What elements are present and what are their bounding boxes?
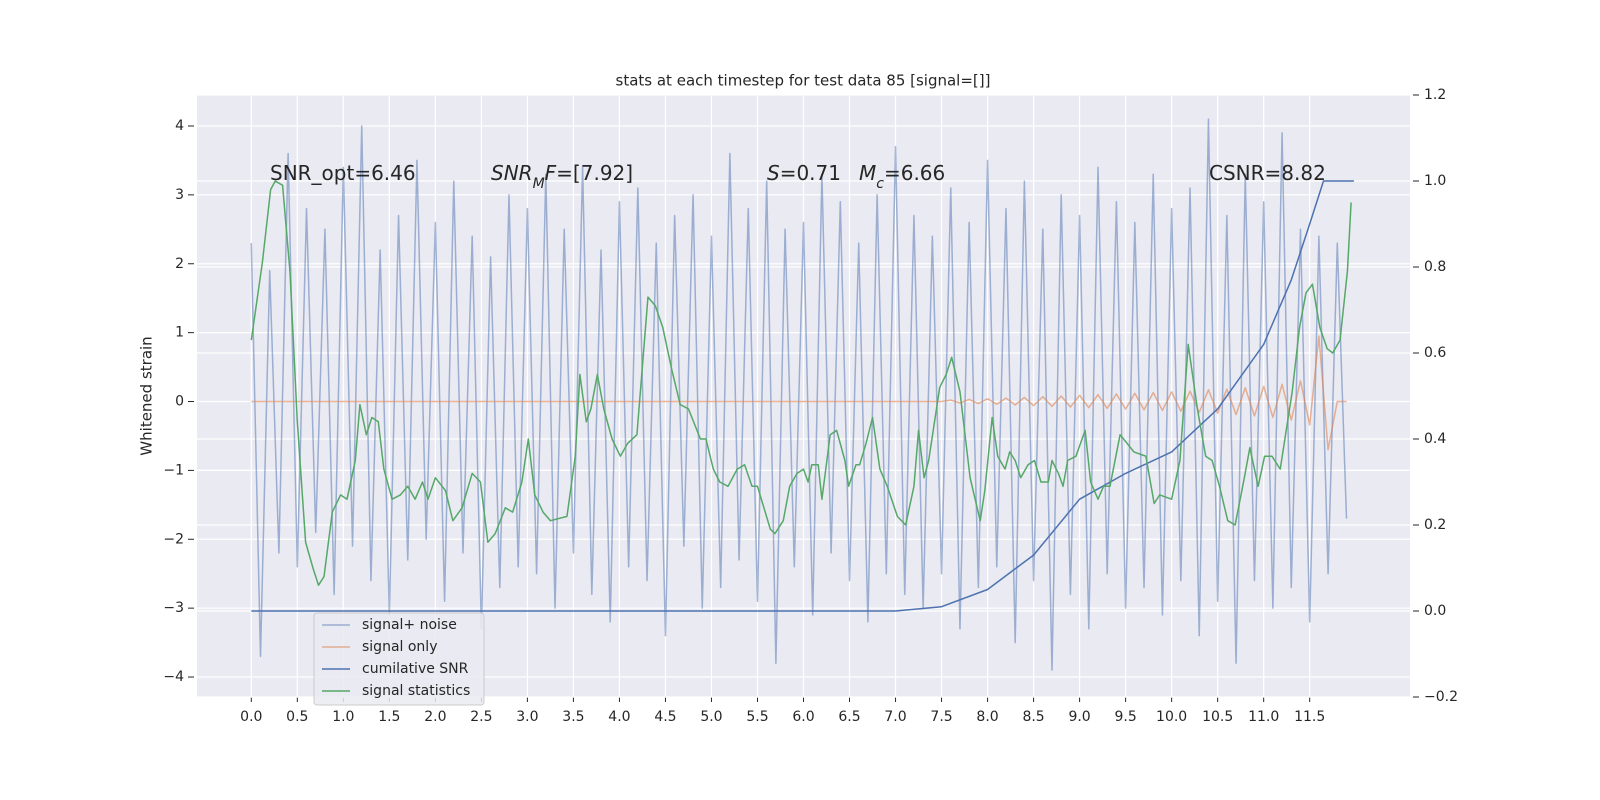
- annotation-part: SNR: [491, 161, 533, 185]
- annotation-part: F: [545, 161, 557, 185]
- annotation: SNRMF=[7.92]: [491, 161, 633, 192]
- y-tick-label: −2: [163, 531, 184, 547]
- series-line: [250, 118, 1348, 671]
- series-line: [251, 180, 1354, 612]
- legend-label: signal statistics: [362, 683, 470, 699]
- y2-tick-label: 0.0: [1424, 603, 1446, 619]
- x-tick-label: 1.5: [378, 709, 400, 725]
- x-tick-label: 6.0: [792, 709, 814, 725]
- x-tick-label: 4.0: [608, 709, 630, 725]
- y-tick-label: 3: [175, 187, 184, 203]
- x-tick-label: 3.5: [562, 709, 584, 725]
- annotation: Mc=6.66: [859, 161, 945, 192]
- x-tick-label: 0.5: [286, 709, 308, 725]
- y-tick-label: −4: [163, 669, 184, 685]
- y-tick-label: −3: [163, 600, 184, 616]
- chart-title: stats at each timestep for test data 85 …: [616, 72, 991, 90]
- series-line: [250, 180, 1352, 586]
- x-tick-label: 5.5: [746, 709, 768, 725]
- x-tick-label: 10.5: [1202, 709, 1233, 725]
- x-tick-label: 4.5: [654, 709, 676, 725]
- annotation-part: M: [533, 176, 545, 192]
- y2-tick-label: 0.8: [1424, 259, 1446, 275]
- y-tick-label: 0: [175, 394, 184, 410]
- annotation-part: =6.66: [884, 161, 945, 185]
- x-tick-label: 8.5: [1022, 709, 1044, 725]
- annotation-part: S: [767, 161, 780, 185]
- y-tick-label: 2: [175, 256, 184, 272]
- annotation-part: SNR_opt=6.46: [270, 161, 416, 185]
- y-tick-label: 1: [175, 325, 184, 341]
- x-tick-label: 0.0: [240, 709, 262, 725]
- y2-tick-label: 0.4: [1424, 431, 1446, 447]
- y2-tick-label: 1.0: [1424, 173, 1446, 189]
- x-tick-label: 5.0: [700, 709, 722, 725]
- x-tick-label: 6.5: [838, 709, 860, 725]
- y-tick-label: −1: [163, 462, 184, 478]
- x-tick-label: 7.0: [884, 709, 906, 725]
- y2-tick-label: −0.2: [1424, 689, 1458, 705]
- legend-label: signal only: [362, 639, 437, 655]
- x-tick-label: 7.5: [930, 709, 952, 725]
- x-tick-label: 11.0: [1248, 709, 1279, 725]
- y-tick-label: 4: [175, 118, 184, 134]
- x-tick-label: 10.0: [1156, 709, 1187, 725]
- x-tick-label: 2.5: [470, 709, 492, 725]
- annotation: S=0.71: [767, 161, 841, 185]
- x-tick-label: 3.0: [516, 709, 538, 725]
- x-tick-label: 8.0: [976, 709, 998, 725]
- annotation: CSNR=8.82: [1209, 161, 1326, 185]
- annotation-part: M: [859, 161, 876, 185]
- x-tick-label: 2.0: [424, 709, 446, 725]
- y2-tick-label: 1.2: [1424, 87, 1446, 103]
- annotation-part: CSNR=8.82: [1209, 161, 1326, 185]
- annotation-part: =[7.92]: [556, 161, 633, 185]
- x-tick-label: 11.5: [1294, 709, 1325, 725]
- annotation: SNR_opt=6.46: [270, 161, 416, 185]
- legend-label: signal+ noise: [362, 617, 457, 633]
- annotation-part: c: [876, 176, 884, 192]
- legend-box: [313, 612, 485, 706]
- legend-label: cumilative SNR: [362, 661, 469, 677]
- x-tick-label: 9.0: [1068, 709, 1090, 725]
- x-tick-label: 1.0: [332, 709, 354, 725]
- series-line: [251, 335, 1347, 451]
- y2-tick-label: 0.2: [1424, 517, 1446, 533]
- x-tick-label: 9.5: [1114, 709, 1136, 725]
- annotation-part: =0.71: [780, 161, 841, 185]
- y-axis-label: Whitened strain: [138, 336, 156, 455]
- y2-tick-label: 0.6: [1424, 345, 1446, 361]
